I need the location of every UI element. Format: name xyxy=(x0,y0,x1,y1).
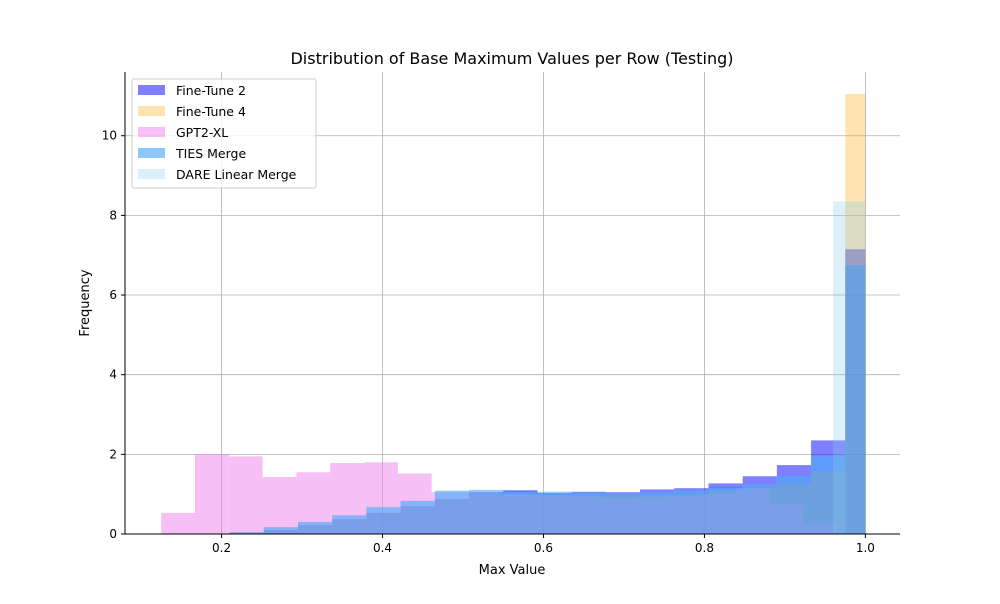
bar-ties-merge xyxy=(537,492,572,534)
bar-gpt2-xl xyxy=(262,477,297,534)
bar-ties-merge xyxy=(298,522,333,534)
legend-swatch xyxy=(138,106,165,116)
bar-dare-linear-merge xyxy=(605,493,641,534)
bar-ties-merge xyxy=(263,527,299,534)
legend-item-fine-tune-2: Fine-Tune 2 xyxy=(138,83,246,98)
bar-ties-merge xyxy=(366,507,401,534)
bar-dare-linear-merge xyxy=(503,492,538,534)
x-tick-label: 1.0 xyxy=(856,541,875,555)
bar-dare-linear-merge xyxy=(263,528,299,534)
bar-dare-linear-merge xyxy=(833,201,866,535)
bar-ties-merge xyxy=(400,500,435,534)
legend-frame xyxy=(131,78,317,189)
legend-item-dare-linear-merge: DARE Linear Merge xyxy=(138,167,297,182)
legend-swatch xyxy=(138,127,165,137)
y-tick-label: 0 xyxy=(109,527,117,541)
legend-item-fine-tune-4: Fine-Tune 4 xyxy=(138,104,246,119)
bar-dare-linear-merge xyxy=(366,506,401,534)
bar-ties-merge xyxy=(708,487,743,534)
legend-label: DARE Linear Merge xyxy=(176,167,297,182)
legend-item-ties-merge: TIES Merge xyxy=(138,146,246,161)
y-tick-label: 10 xyxy=(102,129,117,143)
x-tick-label: 0.8 xyxy=(695,541,714,555)
bar-dare-linear-merge xyxy=(811,456,846,534)
axes xyxy=(124,72,900,535)
legend: Fine-Tune 2 Fine-Tune 4 GPT2-XL TIES Merge D… xyxy=(131,78,317,189)
bar-dare-linear-merge xyxy=(776,476,812,534)
bar-dare-linear-merge xyxy=(571,492,606,534)
bar-dare-linear-merge xyxy=(640,492,675,534)
legend-label: TIES Merge xyxy=(175,146,246,161)
bar-ties-merge xyxy=(811,456,846,534)
bar-ties-merge xyxy=(229,532,264,534)
bar-dare-linear-merge xyxy=(434,490,470,534)
bar-gpt2-xl xyxy=(161,512,196,534)
y-tick-label: 4 xyxy=(109,368,117,382)
bar-ties-merge xyxy=(776,476,812,534)
bar-ties-merge xyxy=(332,515,367,534)
legend-swatch xyxy=(138,148,165,158)
bar-ties-merge xyxy=(640,492,675,534)
legend-item-gpt2-xl: GPT2-XL xyxy=(138,125,228,140)
legend-swatch xyxy=(138,169,165,179)
y-tick-label: 8 xyxy=(109,208,117,222)
legend-label: GPT2-XL xyxy=(176,125,228,140)
bar-dare-linear-merge xyxy=(742,484,777,534)
axis-ticks: 0.2 0.4 0.6 0.8 1.0 0 2 4 6 8 10 xyxy=(102,129,875,555)
series-dare-linear-merge xyxy=(229,201,866,535)
bar-dare-linear-merge xyxy=(708,488,743,534)
bar-ties-merge xyxy=(674,490,709,534)
bar-dare-linear-merge xyxy=(298,521,333,534)
bar-dare-linear-merge xyxy=(229,532,264,534)
y-tick-label: 6 xyxy=(109,288,117,302)
x-tick-label: 0.4 xyxy=(373,541,392,555)
bar-dare-linear-merge xyxy=(674,490,709,534)
y-tick-label: 2 xyxy=(109,447,117,461)
series-ties-merge xyxy=(229,265,866,534)
bar-ties-merge xyxy=(571,492,606,534)
legend-swatch xyxy=(138,85,165,95)
bar-dare-linear-merge xyxy=(332,515,367,534)
bar-ties-merge xyxy=(434,490,470,534)
bar-dare-linear-merge xyxy=(400,500,435,534)
legend-label: Fine-Tune 2 xyxy=(176,83,246,98)
bar-ties-merge xyxy=(845,265,866,534)
x-tick-label: 0.2 xyxy=(212,541,231,555)
x-axis-label: Max Value xyxy=(479,563,546,578)
bar-dare-linear-merge xyxy=(469,489,504,534)
y-axis-label: Frequency xyxy=(78,269,93,336)
bar-ties-merge xyxy=(503,490,538,534)
histogram-bars xyxy=(161,93,866,535)
legend-label: Fine-Tune 4 xyxy=(176,104,246,119)
bar-dare-linear-merge xyxy=(537,490,572,534)
bar-gpt2-xl xyxy=(228,456,263,534)
bar-ties-merge xyxy=(742,484,777,534)
chart-title: Distribution of Base Maximum Values per … xyxy=(290,49,733,68)
bar-ties-merge xyxy=(605,494,641,534)
bar-ties-merge xyxy=(469,490,504,534)
x-tick-label: 0.6 xyxy=(534,541,553,555)
grid-lines xyxy=(125,72,900,535)
bar-gpt2-xl xyxy=(195,454,229,534)
